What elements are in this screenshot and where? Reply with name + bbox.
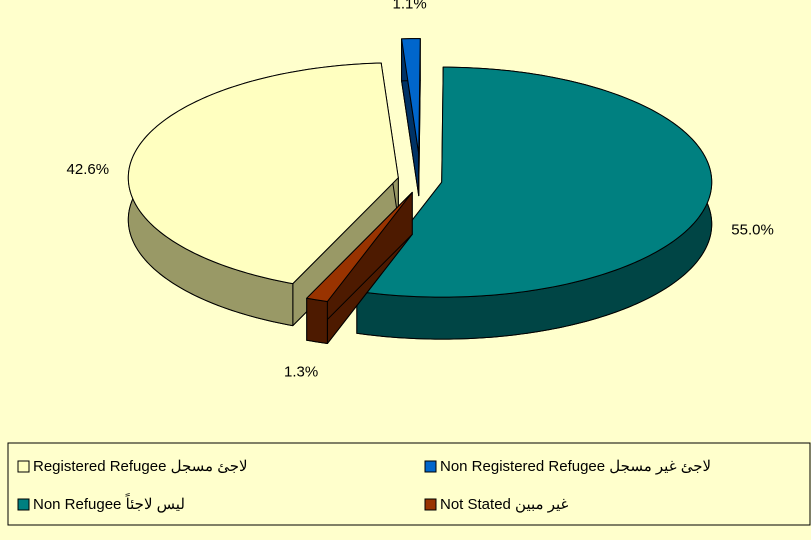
legend-swatch: [424, 498, 437, 511]
slice: [127, 62, 399, 327]
slice: [401, 38, 421, 197]
legend-label: Non Registered Refugee لاجئ غير مسجل: [440, 458, 711, 475]
data-label: 55.0%: [731, 222, 774, 239]
slice-top: [356, 66, 713, 298]
slice-wall: [306, 297, 328, 345]
legend-label: Non Refugee ليس لاجئاً: [33, 493, 185, 513]
legend-label: Not Stated غير مبين: [440, 496, 569, 513]
slice-top: [401, 38, 421, 155]
slice-top: [127, 62, 399, 285]
legend-box: [7, 442, 811, 526]
data-label: 1.1%: [392, 0, 426, 13]
slice: [306, 191, 413, 345]
data-label: 42.6%: [67, 161, 110, 178]
legend-swatch: [424, 460, 437, 473]
legend-swatch: [17, 498, 30, 511]
slice: [356, 66, 713, 340]
data-label: 1.3%: [284, 363, 318, 380]
legend-label: Registered Refugee لاجئ مسجل: [33, 458, 248, 475]
slice-top: [306, 191, 413, 303]
legend-swatch: [17, 460, 30, 473]
